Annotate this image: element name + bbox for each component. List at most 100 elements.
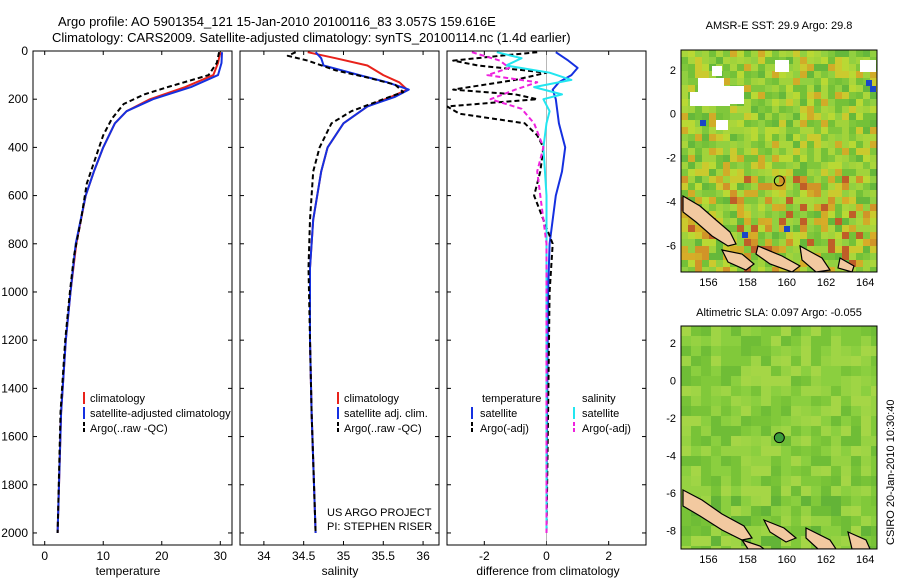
map-cell [814,92,821,99]
map-cell [831,516,841,526]
map-cell [835,162,842,169]
map-cell [821,356,831,366]
map-cell [711,456,721,466]
map-cell [870,169,877,176]
map-cell [779,169,786,176]
map-cell [744,190,751,197]
map-cell [741,346,751,356]
map-cell [800,218,807,225]
map-cell [863,197,870,204]
map-cell [793,155,800,162]
map-cell [856,113,863,120]
map-cell [709,148,716,155]
map-cell [842,64,849,71]
map-cell [737,225,744,232]
map-cell [821,366,831,376]
map-cell [831,506,841,516]
missing-data-patch [722,86,744,104]
map-cell [870,141,877,148]
map-cell [771,516,781,526]
map-cell [741,336,751,346]
map-cell [814,50,821,57]
map-cell [821,92,828,99]
map-cell [772,113,779,120]
map-x-tick-label: 162 [817,554,835,566]
cold-pixel [700,120,706,126]
map-cell [695,148,702,155]
map-cell [861,416,871,426]
map-cell [851,436,861,446]
map-cell [761,356,771,366]
map-cell [741,356,751,366]
map-cell [744,50,751,57]
map-cell [731,446,741,456]
difference-plot [447,51,579,545]
x-tick-label: 34 [257,549,271,563]
map-cell [814,78,821,85]
map-cell [856,99,863,106]
map-cell [765,169,772,176]
map-cell [793,232,800,239]
y-tick-label: 2000 [1,526,28,540]
map-cell [811,526,821,536]
map-cell [765,85,772,92]
map-cell [681,476,691,486]
legend-label-satellite: satellite-adjusted climatology [90,408,231,420]
map-cell [828,211,835,218]
map-cell [856,218,863,225]
map-cell [723,197,730,204]
map-cell [821,526,831,536]
map-x-tick-label: 162 [817,277,835,289]
map-cell [761,496,771,506]
map-cell [701,456,711,466]
map-cell [695,169,702,176]
map-cell [814,246,821,253]
map-cell [800,176,807,183]
map-cell [800,57,807,64]
map-cell [801,536,811,546]
map-cell [758,106,765,113]
map-cell [821,134,828,141]
map-cell [751,446,761,456]
map-cell [811,456,821,466]
map-y-tick-label: -2 [666,153,676,165]
map-cell [791,536,801,546]
map-cell [793,148,800,155]
map-cell [814,127,821,134]
map-cell [711,346,721,356]
map-cell [828,267,835,272]
map-cell [835,267,842,272]
map-cell [709,253,716,260]
legend-header-salinity: salinity [582,393,616,405]
map-cell [807,120,814,127]
map-cell [841,516,851,526]
map-x-tick-label: 160 [778,554,796,566]
map-cell [730,50,737,57]
map-cell [730,106,737,113]
map-cell [772,120,779,127]
map-cell [772,127,779,134]
map-cell [841,486,851,496]
map-cell [723,64,730,71]
island-landmass [837,257,855,272]
map-cell [761,526,771,536]
map-cell [765,204,772,211]
map-cell [849,92,856,99]
map-cell [741,396,751,406]
map-cell [801,496,811,506]
map-cell [821,155,828,162]
map-cell [791,346,801,356]
map-cell [793,120,800,127]
map-cell [807,204,814,211]
map-cell [849,127,856,134]
map-cell [721,466,731,476]
map-cell [821,50,828,57]
missing-data-patch [690,92,730,106]
map-cell [688,57,695,64]
map-cell [828,141,835,148]
map-cell [842,148,849,155]
map-cell [851,486,861,496]
map-cell [681,141,688,148]
map-cell [779,50,786,57]
map-cell [751,218,758,225]
